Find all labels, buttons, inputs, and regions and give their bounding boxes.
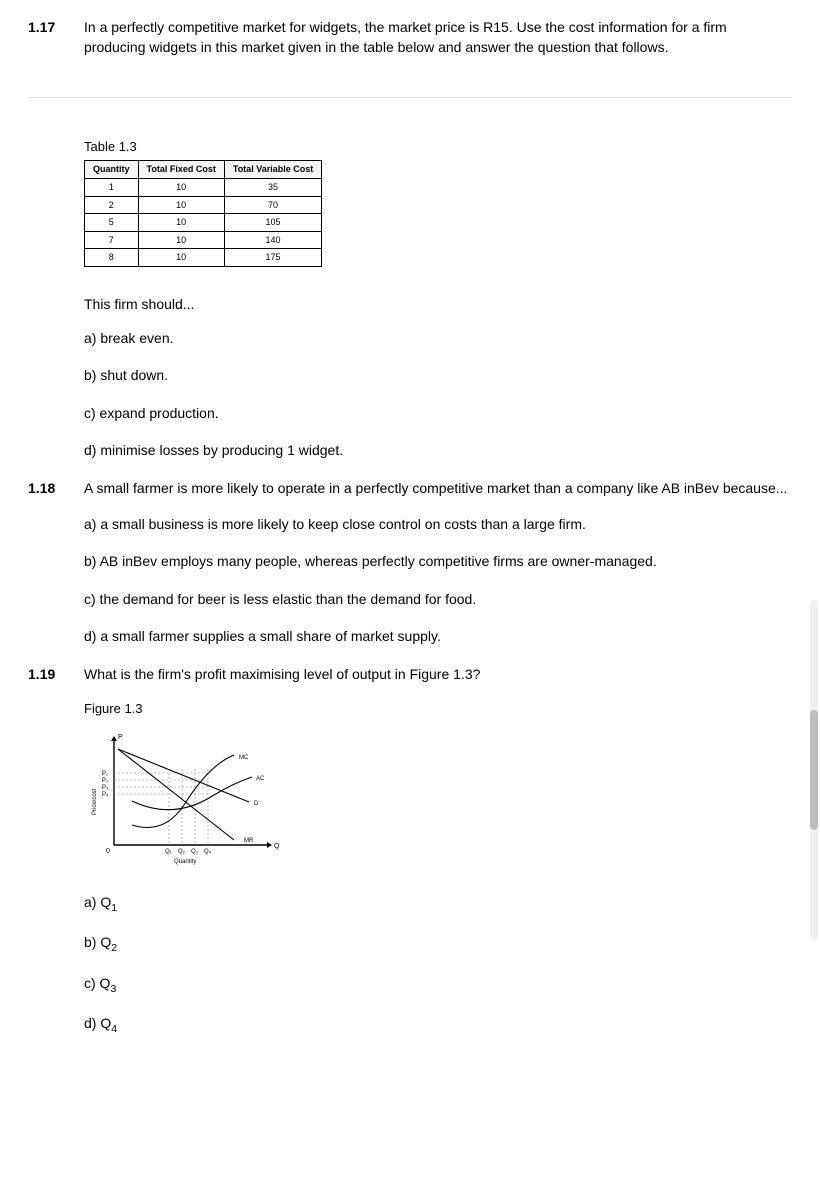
figure-1-3: P Q 0 Price/cost Quantity P₁P₂P₃P₄ Q₁ Q₂ Q₃ Q₄ D MR… (84, 725, 294, 875)
scrollbar-thumb[interactable] (810, 710, 818, 830)
table-cell: 105 (224, 214, 321, 232)
option-a: a) a small business is more likely to ke… (84, 515, 792, 535)
table-cell: 10 (138, 196, 224, 214)
table-cell: 8 (85, 249, 139, 267)
table-cell: 35 (224, 178, 321, 196)
svg-text:Price/cost: Price/cost (92, 788, 98, 815)
divider (28, 97, 792, 98)
svg-text:Q₃: Q₃ (191, 849, 199, 855)
q117-options: a) break even. b) shut down. c) expand p… (84, 329, 792, 461)
table-cell: 175 (224, 249, 321, 267)
question-stem: A small farmer is more likely to operate… (84, 479, 792, 499)
table-cell: 10 (138, 231, 224, 249)
svg-text:MR: MR (244, 838, 254, 844)
svg-text:MC: MC (239, 755, 249, 761)
table-row: 21070 (85, 196, 322, 214)
option-c: c) expand production. (84, 404, 792, 424)
option-b: b) Q2 (84, 933, 792, 955)
table-cell: 10 (138, 249, 224, 267)
table-cell: 70 (224, 196, 321, 214)
svg-text:P₄: P₄ (102, 792, 109, 798)
option-c: c) Q3 (84, 974, 792, 996)
q119-options: a) Q1 b) Q2 c) Q3 d) Q4 (84, 893, 792, 1037)
question-number: 1.19 (28, 665, 84, 685)
svg-text:P: P (118, 734, 123, 741)
q118-options: a) a small business is more likely to ke… (84, 515, 792, 647)
option-a: a) break even. (84, 329, 792, 349)
table-cell: 7 (85, 231, 139, 249)
table-row: 810175 (85, 249, 322, 267)
th-tfc: Total Fixed Cost (138, 161, 224, 179)
svg-text:P₁: P₁ (102, 771, 108, 777)
table-row: 510105 (85, 214, 322, 232)
table-cell: 5 (85, 214, 139, 232)
svg-text:Q: Q (274, 843, 280, 850)
th-tvc: Total Variable Cost (224, 161, 321, 179)
svg-text:Quantity: Quantity (174, 859, 196, 865)
option-a: a) Q1 (84, 893, 792, 915)
figure-caption: Figure 1.3 (84, 700, 792, 718)
table-cell: 2 (85, 196, 139, 214)
option-d: d) a small farmer supplies a small share… (84, 627, 792, 647)
svg-text:D: D (254, 801, 259, 807)
scrollbar-track[interactable] (810, 600, 818, 940)
question-number: 1.18 (28, 479, 84, 499)
svg-text:Q₁: Q₁ (165, 849, 172, 855)
svg-text:Q₄: Q₄ (204, 849, 212, 855)
table-row: 11035 (85, 178, 322, 196)
question-stem: What is the firm's profit maximising lev… (84, 665, 792, 685)
table-cell: 1 (85, 178, 139, 196)
q117-content: Table 1.3 Quantity Total Fixed Cost Tota… (84, 138, 792, 461)
cost-table: Quantity Total Fixed Cost Total Variable… (84, 160, 322, 267)
table-row: 710140 (85, 231, 322, 249)
svg-text:AC: AC (256, 776, 265, 782)
option-c: c) the demand for beer is less elastic t… (84, 590, 792, 610)
question-1-17: 1.17 In a perfectly competitive market f… (28, 18, 792, 57)
svg-text:P₃: P₃ (102, 785, 109, 791)
table-caption: Table 1.3 (84, 138, 792, 156)
th-quantity: Quantity (85, 161, 139, 179)
q117-lead: This firm should... (84, 295, 792, 315)
option-d: d) Q4 (84, 1014, 792, 1036)
question-1-18: 1.18 A small farmer is more likely to op… (28, 479, 792, 499)
option-d: d) minimise losses by producing 1 widget… (84, 441, 792, 461)
question-stem: In a perfectly competitive market for wi… (84, 18, 792, 57)
table-cell: 140 (224, 231, 321, 249)
question-1-19: 1.19 What is the firm's profit maximisin… (28, 665, 792, 685)
option-b: b) shut down. (84, 366, 792, 386)
table-cell: 10 (138, 178, 224, 196)
question-number: 1.17 (28, 18, 84, 57)
svg-text:P₂: P₂ (102, 778, 109, 784)
option-b: b) AB inBev employs many people, whereas… (84, 552, 792, 572)
svg-text:0: 0 (106, 848, 110, 855)
q119-content: Figure 1.3 P Q 0 Price/cost Quantity P₁P₂P₃P₄… (84, 700, 792, 1036)
table-cell: 10 (138, 214, 224, 232)
svg-text:Q₂: Q₂ (178, 849, 186, 855)
